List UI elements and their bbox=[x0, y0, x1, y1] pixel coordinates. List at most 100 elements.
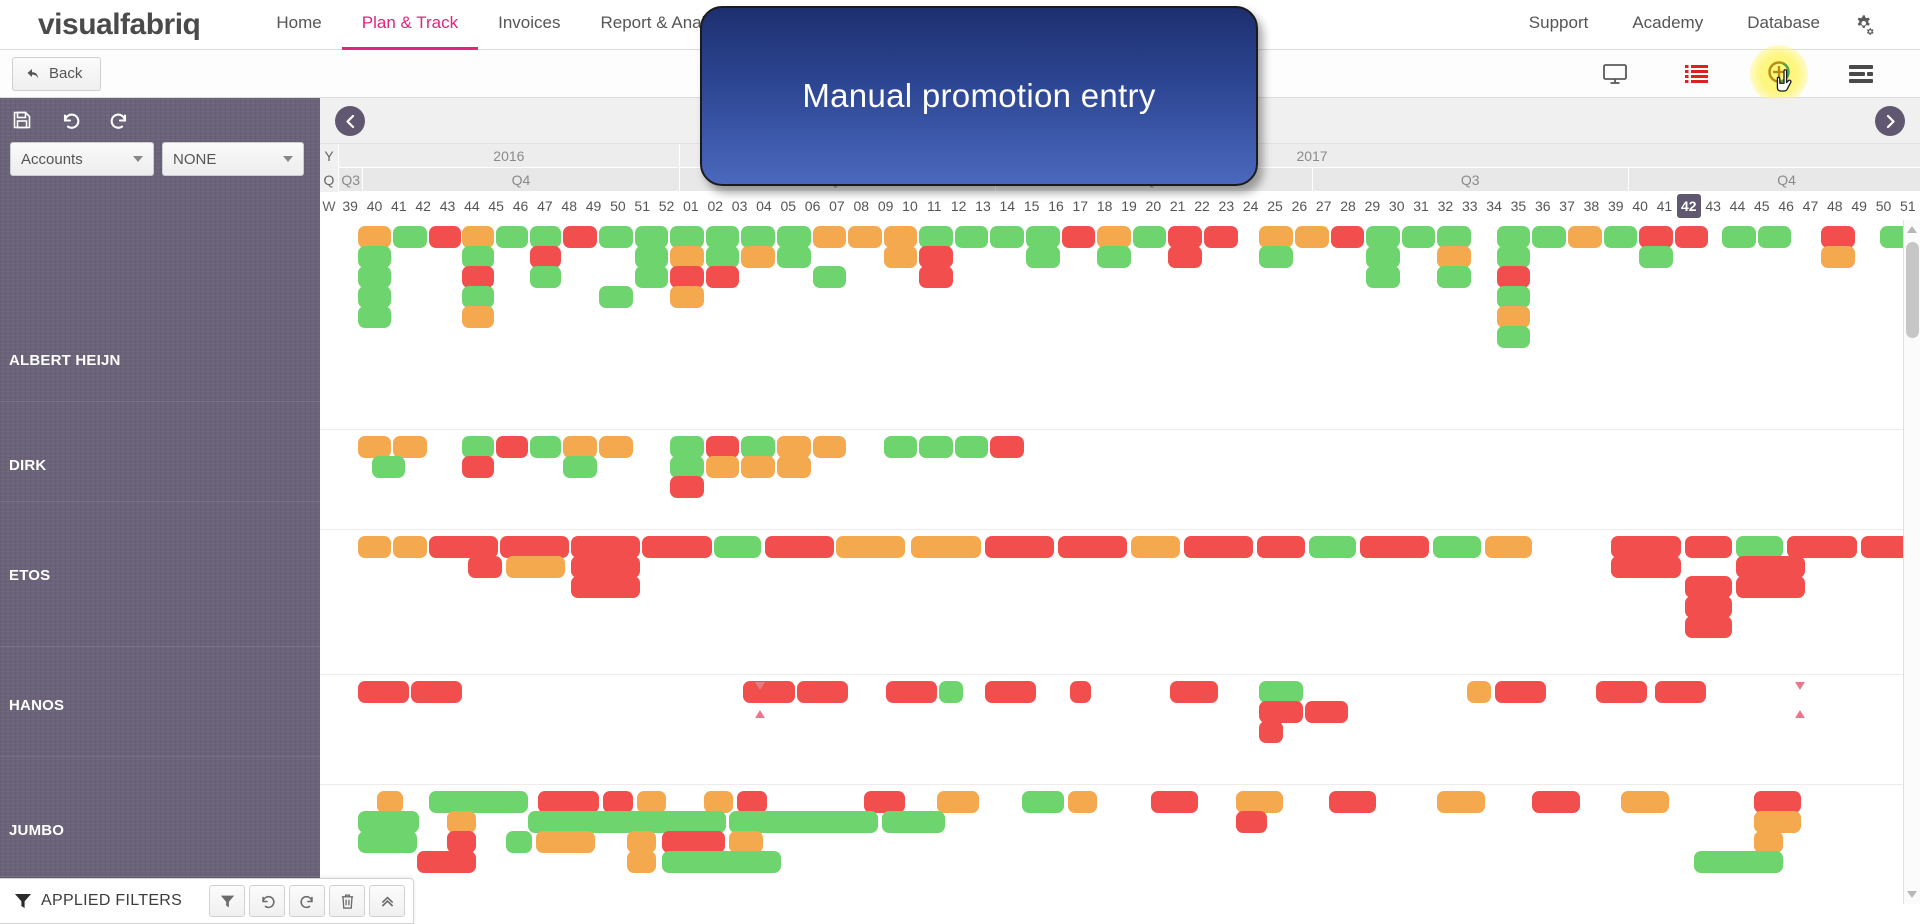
promotion-block[interactable] bbox=[1621, 791, 1669, 813]
promotion-block[interactable] bbox=[529, 266, 562, 288]
promotion-block[interactable] bbox=[1496, 226, 1531, 248]
promotion-block[interactable] bbox=[1722, 226, 1756, 248]
promotion-block[interactable] bbox=[357, 831, 417, 853]
app-logo[interactable]: visualfabriq bbox=[38, 7, 201, 41]
filter-button[interactable] bbox=[209, 885, 245, 917]
timeline-week-28[interactable]: 15 bbox=[1023, 198, 1040, 214]
promotion-block[interactable] bbox=[1639, 246, 1673, 268]
red-list-view-icon[interactable] bbox=[1680, 59, 1714, 89]
promotion-block[interactable] bbox=[636, 791, 667, 813]
sidebar-account-row-hanos[interactable]: HANOS bbox=[0, 647, 320, 757]
sidebar-account-row-dirk[interactable]: DIRK bbox=[0, 402, 320, 502]
timeline-week-35[interactable]: 22 bbox=[1194, 198, 1210, 214]
nav-link-database[interactable]: Database bbox=[1747, 13, 1820, 32]
timeline-week-51[interactable]: 38 bbox=[1583, 198, 1600, 214]
promotion-block[interactable] bbox=[1484, 536, 1533, 558]
timeline-week-43[interactable]: 30 bbox=[1388, 198, 1405, 214]
promotion-block[interactable] bbox=[393, 536, 427, 558]
timeline-week-57[interactable]: 44 bbox=[1729, 198, 1746, 214]
promotion-block[interactable] bbox=[883, 246, 918, 268]
promotion-block[interactable] bbox=[1328, 791, 1377, 813]
promotion-block[interactable] bbox=[670, 436, 704, 458]
promotion-block[interactable] bbox=[1736, 576, 1806, 598]
promotion-block[interactable] bbox=[634, 266, 669, 288]
promotion-block[interactable] bbox=[1026, 226, 1060, 248]
promotion-block[interactable] bbox=[1437, 246, 1471, 268]
promotion-block[interactable] bbox=[598, 286, 633, 308]
timeline-week-2[interactable]: 41 bbox=[391, 198, 407, 214]
promotion-block[interactable] bbox=[1694, 851, 1784, 873]
timeline-next-button[interactable] bbox=[1875, 106, 1905, 136]
promotion-block[interactable] bbox=[1026, 246, 1060, 268]
promotion-block[interactable] bbox=[741, 226, 775, 248]
gear-icon[interactable] bbox=[1842, 13, 1892, 37]
promotion-marker-down[interactable] bbox=[755, 682, 766, 690]
promotion-block[interactable] bbox=[505, 831, 532, 853]
promotion-block[interactable] bbox=[1433, 536, 1481, 558]
promotion-block[interactable] bbox=[1496, 246, 1531, 268]
timeline-week-27[interactable]: 14 bbox=[999, 198, 1016, 214]
promotion-block[interactable] bbox=[377, 791, 404, 813]
grouping-select[interactable]: NONE bbox=[162, 142, 304, 176]
sidebar-account-row-etos[interactable]: ETOS bbox=[0, 502, 320, 647]
promotion-block[interactable] bbox=[1132, 226, 1167, 248]
promotion-block[interactable] bbox=[919, 246, 953, 268]
promotion-block[interactable] bbox=[741, 456, 775, 478]
promotion-block[interactable] bbox=[1674, 226, 1709, 248]
promotion-block[interactable] bbox=[776, 436, 811, 458]
timeline-week-3[interactable]: 42 bbox=[415, 198, 431, 214]
promotion-block[interactable] bbox=[670, 226, 704, 248]
promotion-marker-down[interactable] bbox=[1795, 682, 1806, 690]
timeline-week-55[interactable]: 42 bbox=[1676, 194, 1701, 218]
promotion-block[interactable] bbox=[1684, 596, 1733, 618]
promotion-block[interactable] bbox=[529, 436, 562, 458]
promotion-block[interactable] bbox=[468, 556, 503, 578]
timeline-week-31[interactable]: 18 bbox=[1096, 198, 1113, 214]
promotion-block[interactable] bbox=[1360, 536, 1430, 558]
promotion-marker-up[interactable] bbox=[755, 710, 766, 718]
timeline-week-49[interactable]: 36 bbox=[1534, 198, 1551, 214]
promotion-block[interactable] bbox=[357, 286, 392, 308]
timeline-week-29[interactable]: 16 bbox=[1048, 198, 1064, 214]
timeline-week-21[interactable]: 08 bbox=[853, 198, 870, 214]
promotion-block[interactable] bbox=[1821, 226, 1855, 248]
timeline-week-23[interactable]: 10 bbox=[902, 198, 918, 214]
promotion-block[interactable] bbox=[357, 681, 410, 703]
timeline-week-20[interactable]: 07 bbox=[829, 198, 845, 214]
promotion-block[interactable] bbox=[939, 681, 963, 703]
promotion-block[interactable] bbox=[1257, 536, 1305, 558]
promotion-block[interactable] bbox=[537, 791, 599, 813]
timeline-week-45[interactable]: 32 bbox=[1437, 198, 1454, 214]
promotion-block[interactable] bbox=[1753, 791, 1802, 813]
promotion-block[interactable] bbox=[529, 226, 562, 248]
timeline-week-19[interactable]: 06 bbox=[804, 198, 821, 214]
promotion-block[interactable] bbox=[713, 536, 762, 558]
timeline-week-47[interactable]: 34 bbox=[1486, 198, 1502, 214]
promotion-block[interactable] bbox=[1467, 681, 1491, 703]
promotion-block[interactable] bbox=[1736, 556, 1806, 578]
promotion-block[interactable] bbox=[1496, 286, 1531, 308]
promotion-block[interactable] bbox=[563, 436, 597, 458]
timeline-week-8[interactable]: 47 bbox=[537, 198, 553, 214]
promotion-block[interactable] bbox=[602, 791, 633, 813]
timeline-week-61[interactable]: 48 bbox=[1827, 198, 1843, 214]
promotion-block[interactable] bbox=[1821, 246, 1855, 268]
promotion-block[interactable] bbox=[911, 536, 981, 558]
promotion-block[interactable] bbox=[496, 436, 528, 458]
promotion-block[interactable] bbox=[634, 246, 669, 268]
promotion-block[interactable] bbox=[885, 681, 938, 703]
timeline-week-30[interactable]: 17 bbox=[1072, 198, 1089, 214]
promotion-block[interactable] bbox=[812, 226, 847, 248]
promotion-block[interactable] bbox=[357, 536, 392, 558]
promotion-block[interactable] bbox=[1259, 681, 1303, 703]
promotion-block[interactable] bbox=[1757, 226, 1792, 248]
promotion-block[interactable] bbox=[535, 831, 595, 853]
promotion-block[interactable] bbox=[417, 851, 477, 873]
redo-icon[interactable] bbox=[109, 110, 130, 131]
timeline-week-6[interactable]: 45 bbox=[488, 198, 504, 214]
timeline-week-0[interactable]: 39 bbox=[342, 198, 358, 214]
promotion-block[interactable] bbox=[1259, 226, 1294, 248]
timeline-week-25[interactable]: 12 bbox=[950, 198, 967, 214]
promotion-block[interactable] bbox=[729, 811, 878, 833]
promotion-block[interactable] bbox=[1168, 246, 1203, 268]
